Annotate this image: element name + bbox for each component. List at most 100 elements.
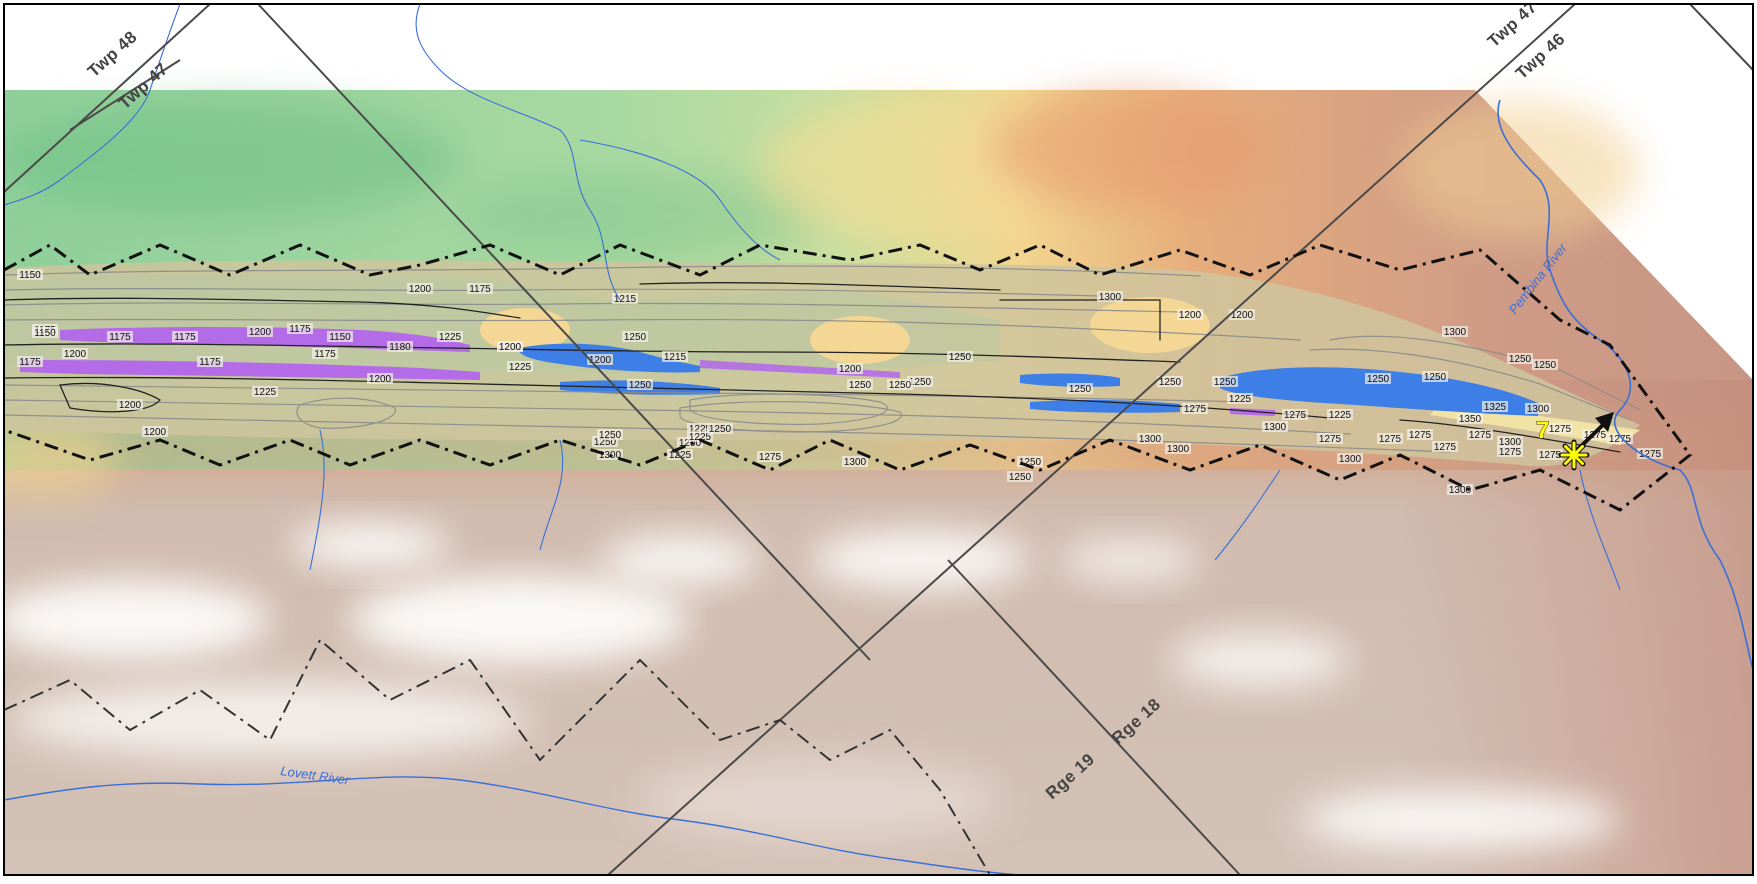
contour-label-bg bbox=[1137, 433, 1163, 444]
stream bbox=[415, 4, 621, 301]
contour-label-bg bbox=[32, 327, 58, 338]
contour-label-bg bbox=[757, 451, 783, 462]
site-marker[interactable] bbox=[1558, 439, 1590, 471]
contour-label: 1225 bbox=[1229, 394, 1252, 405]
contour-label: 1225 bbox=[689, 424, 712, 435]
contour-label-bg bbox=[842, 456, 868, 467]
contour-label: 1250 bbox=[1159, 377, 1182, 388]
contour-label: 1200 bbox=[119, 400, 142, 411]
contour-label-bg bbox=[287, 323, 313, 334]
contour-label-bg bbox=[707, 423, 733, 434]
contour-label: 1150 bbox=[34, 328, 56, 339]
contour-label: 1175 bbox=[174, 332, 196, 343]
township-grid bbox=[4, 4, 1753, 875]
contour-label-bg bbox=[1407, 429, 1433, 440]
contour-label-bg bbox=[1097, 291, 1123, 302]
contour-label: 1250 bbox=[949, 352, 972, 363]
contour-label: 1250 bbox=[1534, 360, 1557, 371]
contour-label-bg bbox=[947, 351, 973, 362]
contour-label-bg bbox=[597, 429, 623, 440]
contour-label-bg bbox=[1447, 484, 1473, 495]
contour-label: 1225 bbox=[254, 387, 277, 398]
contour-label-bg bbox=[1607, 433, 1633, 444]
contour-label: 1275 bbox=[1584, 430, 1607, 441]
contour-label-bg bbox=[497, 341, 523, 352]
contour-label-bg bbox=[1262, 421, 1288, 432]
contour-label-bg bbox=[1229, 309, 1255, 320]
contour-label: 1250 bbox=[1367, 374, 1390, 385]
contour-label-bg bbox=[252, 386, 278, 397]
stream bbox=[1579, 469, 1621, 591]
contour-label-bg bbox=[887, 379, 913, 390]
contour-label: 1175 bbox=[314, 349, 336, 360]
contour-label: 1275 bbox=[1549, 424, 1572, 435]
contour-label: 1275 bbox=[1409, 430, 1432, 441]
contour-label-bg bbox=[312, 348, 338, 359]
contour-label-bg bbox=[1497, 446, 1523, 457]
violet-deposit bbox=[60, 327, 470, 352]
contour-label: 1150 bbox=[329, 332, 351, 343]
contour-label-bg bbox=[1317, 433, 1343, 444]
violet-deposit bbox=[20, 360, 480, 380]
contour-label: 1200 bbox=[144, 427, 167, 438]
contour-label: 1250 bbox=[594, 437, 617, 448]
contour-label: 1250 bbox=[1509, 354, 1532, 365]
contour-label: 1300 bbox=[1264, 422, 1287, 433]
contour-label: 1300 bbox=[844, 457, 867, 468]
contour-label: 1250 bbox=[1424, 372, 1447, 383]
contour-label-bg bbox=[1337, 453, 1363, 464]
contour-label: 1175 bbox=[109, 332, 131, 343]
contour-label-bg bbox=[1532, 359, 1558, 370]
contour-label-bg bbox=[1067, 383, 1093, 394]
lovett-river bbox=[4, 776, 1021, 875]
contour-label-bg bbox=[837, 363, 863, 374]
contour-label-bg bbox=[1422, 371, 1448, 382]
contour-label: 1350 bbox=[1459, 414, 1482, 425]
contour-label: 1275 bbox=[1319, 434, 1342, 445]
contour-label-bg bbox=[172, 331, 198, 342]
stream bbox=[539, 439, 564, 551]
contour-label-bg bbox=[592, 436, 618, 447]
contour-label: 1250 bbox=[1009, 472, 1032, 483]
contour-labels: 1150 1175 1150 1175 1200 1175 1200 1200 1175 1200… bbox=[17, 269, 1663, 496]
contour-label: 1200 bbox=[64, 349, 87, 360]
contour-label-bg bbox=[467, 283, 493, 294]
contour-label: 1325 bbox=[1484, 402, 1507, 413]
water-body bbox=[1220, 367, 1540, 416]
contour-label-bg bbox=[1547, 423, 1573, 434]
contour-label-bg bbox=[1017, 456, 1043, 467]
contour-label-bg bbox=[1182, 403, 1208, 414]
stream bbox=[1214, 469, 1281, 561]
contour-label-bg bbox=[407, 283, 433, 294]
contour-label: 1275 bbox=[1284, 410, 1307, 421]
contour-label: 1250 bbox=[624, 332, 647, 343]
contour-label: 1225 bbox=[439, 332, 462, 343]
contour-label: 1175 bbox=[469, 284, 491, 295]
contour-label: 1175 bbox=[289, 324, 311, 335]
contour-label-bg bbox=[62, 348, 88, 359]
contour-label-bg bbox=[247, 326, 273, 337]
contour-label-bg bbox=[587, 354, 613, 365]
contour-label: 1150 bbox=[19, 270, 41, 281]
contour-label: 1275 bbox=[1609, 434, 1632, 445]
contour-label: 1275 bbox=[1184, 404, 1207, 415]
contour-label-bg bbox=[107, 331, 133, 342]
contour-label-bg bbox=[17, 356, 43, 367]
contour-label: 1275 bbox=[759, 452, 782, 463]
stream bbox=[309, 429, 325, 571]
contour-label-bg bbox=[1432, 441, 1458, 452]
contour-label: 1300 bbox=[1449, 485, 1472, 496]
contour-label-bg bbox=[622, 331, 648, 342]
contour-label-bg bbox=[327, 331, 353, 342]
contour-label-bg bbox=[612, 293, 638, 304]
contour-label: 1250 bbox=[849, 380, 872, 391]
contour-label-bg bbox=[662, 351, 688, 362]
water-body bbox=[1030, 399, 1180, 413]
contour-label: 1250 bbox=[599, 430, 622, 441]
elevation-raster bbox=[4, 90, 1753, 875]
corridor-boundary bbox=[4, 243, 1693, 512]
contour-label: 1275 bbox=[1434, 442, 1457, 453]
contour-label-bg bbox=[1637, 448, 1663, 459]
contour-label: 1300 bbox=[1339, 454, 1362, 465]
